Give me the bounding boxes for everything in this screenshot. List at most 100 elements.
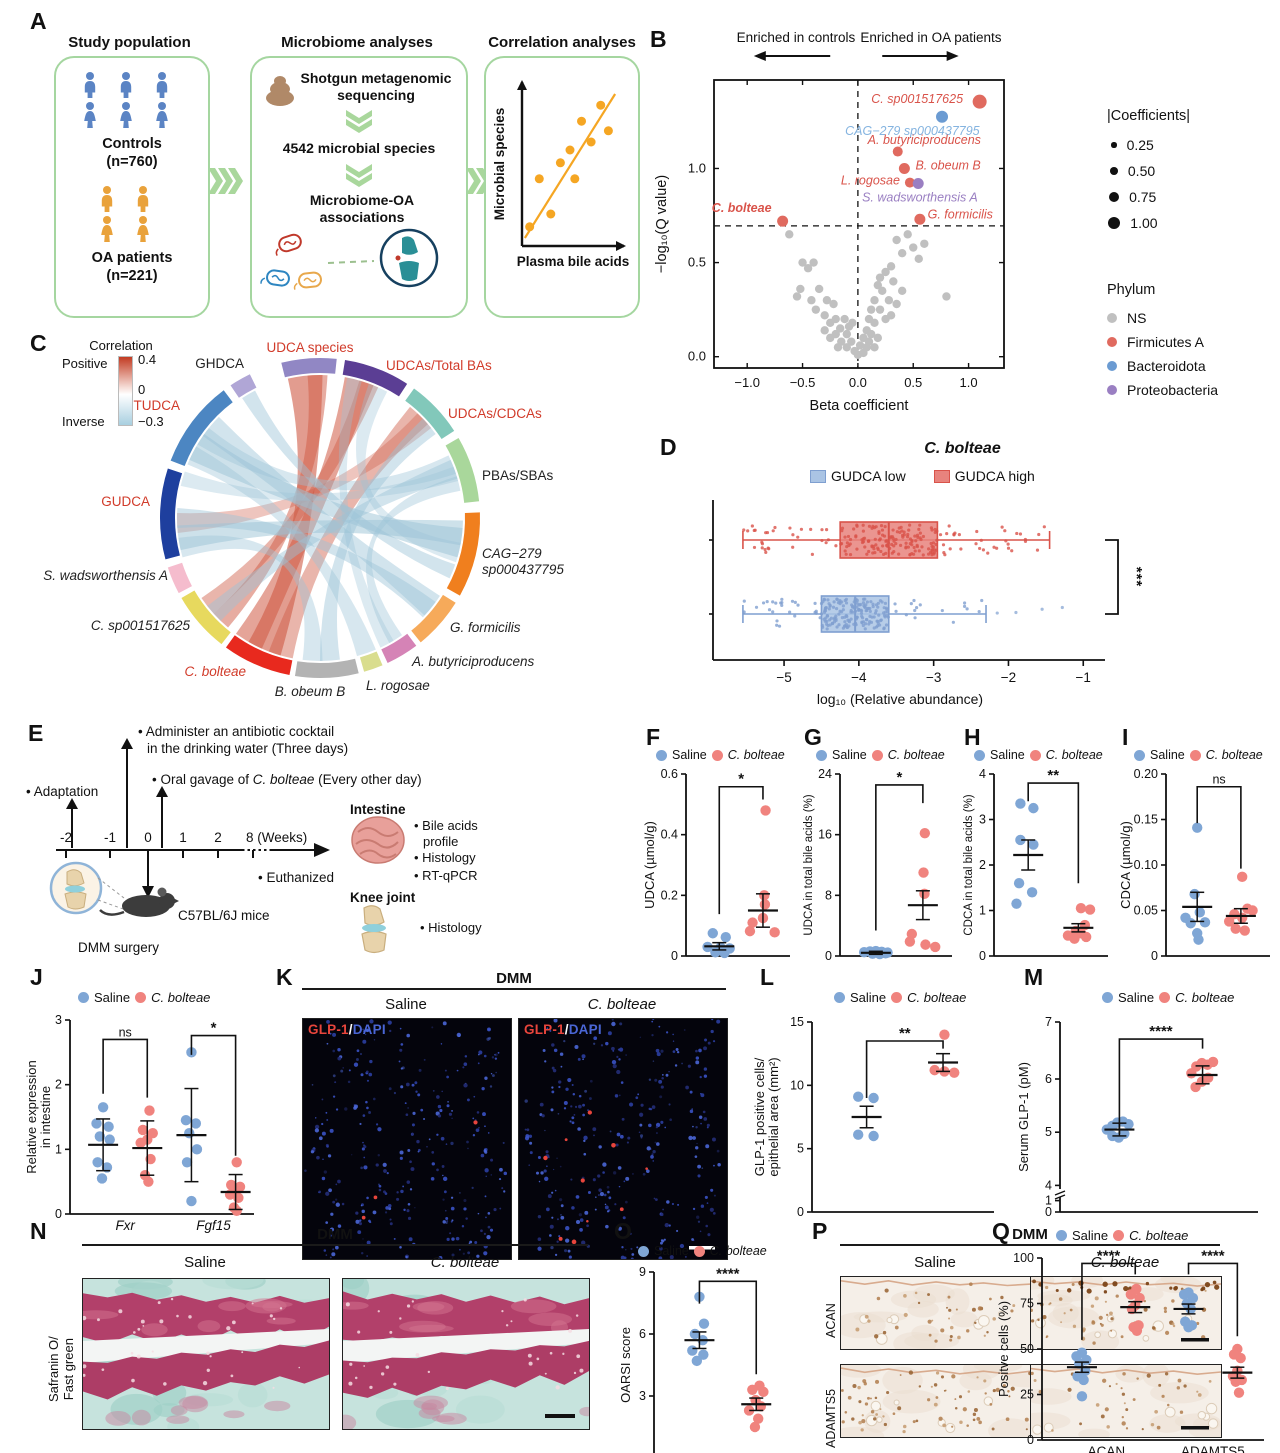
svg-text:5: 5: [797, 1142, 804, 1156]
panel-q-legend: Saline C. bolteae: [1056, 1228, 1188, 1243]
step1-line2: sequencing: [337, 87, 415, 103]
panel-q-letter: Q: [992, 1218, 1010, 1244]
svg-text:1: 1: [1045, 1194, 1052, 1208]
coefficient-legend-item: 1.00: [1107, 210, 1190, 236]
svg-text:−4: −4: [851, 670, 867, 685]
intestine-item-2: • Histology: [414, 850, 476, 865]
bolteae-dot: [135, 992, 147, 1003]
chord-diagram: UDCA species UDCAs/Total BAs UDCAs/CDCAs PB…: [43, 340, 564, 699]
svg-text:7: 7: [1045, 1015, 1052, 1029]
svg-text:1: 1: [979, 904, 986, 918]
svg-text:−1: −1: [1076, 670, 1091, 685]
panel-n-saline-header: Saline: [184, 1254, 226, 1271]
fluorescence-image-saline: GLP-1/DAPI: [302, 1018, 512, 1260]
person-icon: [101, 186, 113, 212]
panel-m: M Saline C. bolteae 0 1 4 5 6 7 Serum GLP-1 (p…: [1016, 966, 1276, 1228]
svg-text:****: ****: [1149, 1023, 1173, 1040]
correlation-legend-title: Correlation: [89, 338, 153, 353]
stain-label: GLP-1/DAPI: [524, 1022, 602, 1037]
svg-text:1: 1: [55, 1142, 62, 1156]
controls-people-icons: [84, 72, 168, 128]
mice-label: C57BL/6J mice: [178, 908, 270, 923]
svg-text:25: 25: [1020, 1388, 1034, 1402]
svg-text:0: 0: [639, 1451, 646, 1453]
oarsi-score-chart: 0 3 6 9 OARSI score ****: [618, 1265, 772, 1453]
panel-o: O Saline C. bolteae 0 3 6 9 OARSI score ****: [614, 1212, 810, 1453]
svg-text:−1.0: −1.0: [734, 375, 760, 390]
panel-n-letter: N: [30, 1218, 47, 1244]
svg-text:4: 4: [1045, 1178, 1052, 1192]
svg-text:UDCA species: UDCA species: [266, 340, 353, 355]
svg-text:B. obeum B: B. obeum B: [915, 159, 980, 173]
saline-dot: [656, 749, 667, 761]
svg-text:0: 0: [1151, 949, 1158, 963]
panel-q: Q Saline C. bolteae 0 25 50 75 100 Positve ce…: [990, 1212, 1280, 1453]
intestine-item-3: • RT-qPCR: [414, 868, 478, 883]
svg-text:in intestine: in intestine: [38, 1086, 53, 1148]
step3-line1: Microbiome-OA: [309, 192, 415, 208]
saline-dot: [1102, 992, 1113, 1003]
col-title-study-population: Study population: [68, 34, 191, 51]
panel-e: E • Administer an antibiotic cocktail in…: [20, 722, 638, 964]
panel-g-legend: Saline C. bolteae: [816, 748, 945, 762]
ihc-adamts5-bolteae: [1030, 1364, 1222, 1438]
svg-text:PBAs/SBAs: PBAs/SBAs: [482, 468, 554, 483]
panel-k: K DMM Saline C. bolteae GLP-1/DAPI GLP-1…: [276, 966, 738, 1266]
svg-text:L. rogosae: L. rogosae: [841, 174, 900, 188]
person-icon: [101, 216, 113, 242]
svg-text:*: *: [896, 769, 902, 786]
svg-text:A. butyriciproducens: A. butyriciproducens: [867, 133, 981, 147]
ihc-adamts5-saline: [840, 1364, 1032, 1438]
svg-text:G. formicilis: G. formicilis: [450, 620, 521, 635]
intestine-item-1: • Bile acids profile: [414, 818, 478, 850]
antibiotic-text-1: • Administer an antibiotic cocktail: [138, 724, 335, 739]
panel-l: L Saline C. bolteae 0 5 10 15 GLP-1 positive…: [752, 966, 1008, 1228]
step2: 4542 microbial species: [282, 140, 436, 156]
histology-micrograph: [83, 1279, 329, 1429]
svg-text:C. sp001517625: C. sp001517625: [871, 92, 963, 106]
svg-text:UDCAs/CDCAs: UDCAs/CDCAs: [448, 406, 542, 421]
panel-j: J Saline C. bolteae 0 1 2 3 Relative express…: [24, 966, 272, 1233]
cdca-chart: 0 0.05 0.10 0.15 0.20 CDCA (µmol/g) ns: [1118, 767, 1270, 963]
svg-text:−2: −2: [1001, 670, 1016, 685]
svg-text:CAG−279 sp000437795: CAG−279 sp000437795: [845, 124, 980, 138]
person-icon: [84, 72, 96, 98]
svg-text:0.05: 0.05: [1134, 904, 1158, 918]
acan-row-label: ACAN: [824, 1303, 838, 1338]
svg-text:**: **: [899, 1025, 911, 1042]
svg-text:3: 3: [639, 1389, 646, 1403]
panel-g-letter: G: [804, 724, 822, 750]
svg-text:G. formicilis: G. formicilis: [928, 208, 993, 222]
week-0: 0: [144, 830, 152, 845]
svg-text:0: 0: [671, 949, 678, 963]
microbiome-box-icons: [260, 76, 439, 290]
svg-text:L. rogosae: L. rogosae: [366, 678, 430, 693]
bolteae-dot: [871, 749, 883, 761]
svg-text:0: 0: [55, 1207, 62, 1221]
svg-text:2: 2: [55, 1078, 62, 1092]
svg-text:***: ***: [1128, 567, 1145, 588]
svg-text:Fxr: Fxr: [115, 1218, 135, 1233]
svg-text:50: 50: [1020, 1342, 1034, 1356]
svg-text:A. butyriciproducens: A. butyriciproducens: [411, 654, 535, 669]
gavage-text: • Oral gavage of C. bolteae (Every other…: [152, 772, 422, 787]
panel-i: I Saline C. bolteae 0 0.05 0.10 0.15 0.20 CDC…: [1118, 726, 1278, 966]
svg-text:16: 16: [818, 828, 832, 842]
svg-text:0.20: 0.20: [1134, 767, 1158, 781]
oa-people-icons: [101, 186, 149, 242]
histology-image-bolteae: [342, 1278, 590, 1430]
coefficient-legend-item: 0.75: [1107, 184, 1190, 210]
coefficients-legend-title: |Coefficients|: [1107, 108, 1191, 124]
bolteae-dot: [891, 992, 903, 1003]
svg-text:ACAN: ACAN: [1088, 1444, 1126, 1453]
svg-text:Enriched in OA patients: Enriched in OA patients: [860, 30, 1001, 45]
dmm-surgery-label: DMM surgery: [78, 940, 160, 955]
svg-text:0: 0: [797, 1205, 804, 1219]
gene-expression-chart: 0 1 2 3 Relative expression in intestine Fxr Fg…: [24, 1013, 254, 1233]
stool-icon: [266, 76, 294, 106]
saline-dot: [834, 992, 845, 1003]
person-icon: [137, 216, 149, 242]
fluorescence-micrograph: [519, 1019, 727, 1259]
knee-joint-icon: [361, 905, 387, 954]
